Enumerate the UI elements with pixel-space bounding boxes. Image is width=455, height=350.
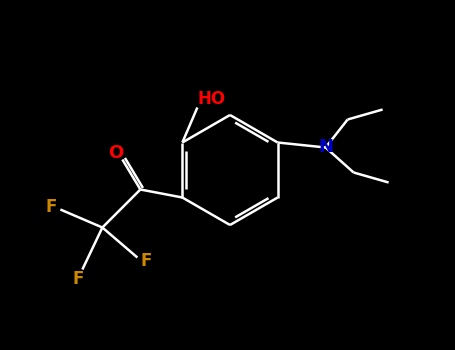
Text: F: F [141,252,152,271]
Text: O: O [108,145,123,162]
Text: HO: HO [197,91,225,108]
Text: N: N [318,139,333,156]
Text: F: F [46,197,57,216]
Text: F: F [73,271,84,288]
